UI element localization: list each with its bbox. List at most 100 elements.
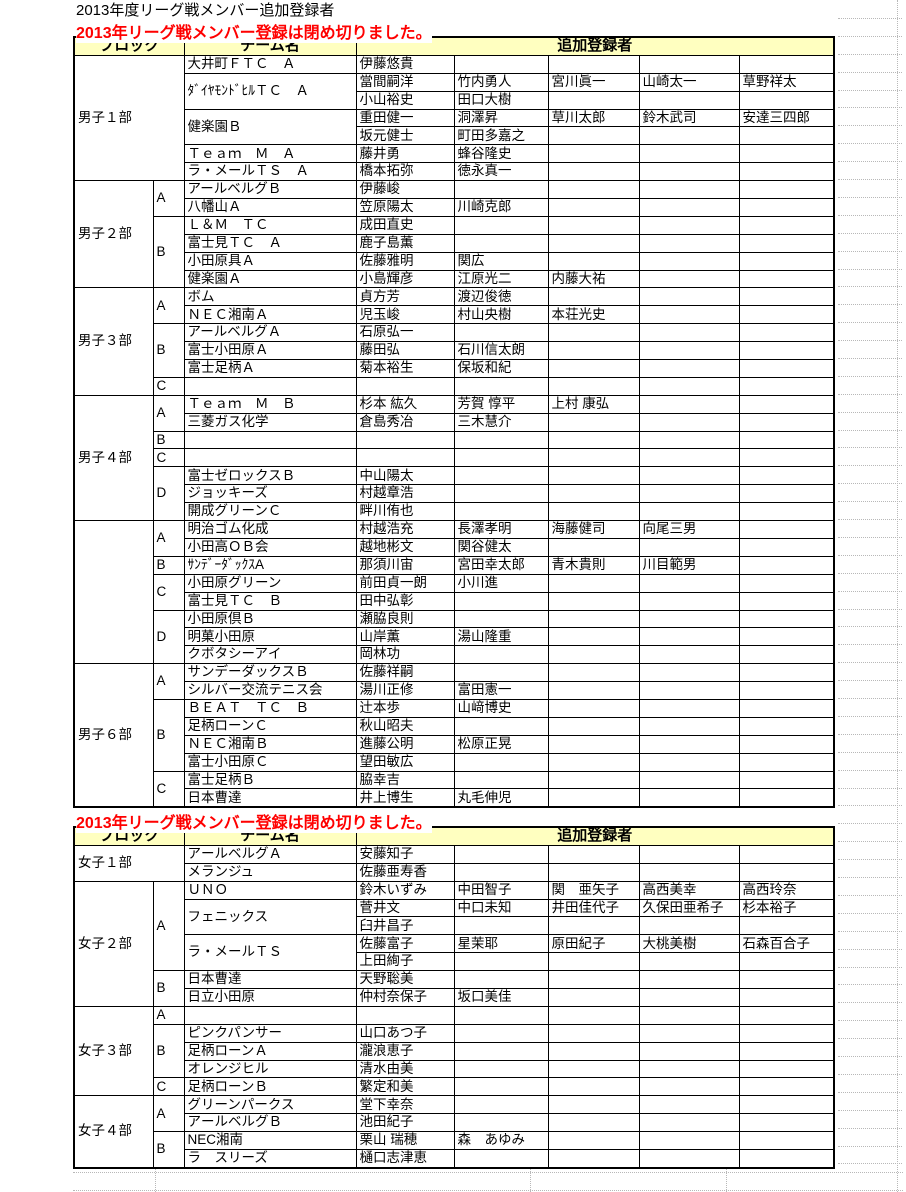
name-cell[interactable]: [453, 215, 549, 235]
name-cell[interactable]: [738, 412, 835, 432]
division-cell[interactable]: 男子６部: [73, 663, 154, 808]
block-letter-cell[interactable]: B: [152, 1131, 185, 1169]
name-cell[interactable]: 石森百合子: [738, 934, 835, 954]
name-cell[interactable]: [453, 752, 549, 772]
team-cell[interactable]: Ｔｅａｍ Ｍ Ｂ: [183, 394, 357, 414]
name-cell[interactable]: [547, 591, 640, 611]
team-cell[interactable]: ラ・メールＴＳ: [183, 934, 357, 972]
name-cell[interactable]: [547, 233, 640, 253]
name-cell[interactable]: [453, 952, 549, 972]
name-cell[interactable]: [638, 180, 740, 200]
name-cell[interactable]: [638, 970, 740, 990]
name-cell[interactable]: [638, 862, 740, 882]
name-cell[interactable]: [547, 180, 640, 200]
name-cell[interactable]: 伊藤悠貴: [355, 54, 455, 74]
name-cell[interactable]: [547, 844, 640, 864]
name-cell[interactable]: 伊藤峻: [355, 180, 455, 200]
block-letter-cell[interactable]: B: [152, 555, 185, 575]
name-cell[interactable]: [638, 269, 740, 289]
name-cell[interactable]: [738, 502, 835, 522]
team-cell[interactable]: [183, 448, 357, 468]
name-cell[interactable]: [738, 1077, 835, 1097]
name-cell[interactable]: 笠原陽太: [355, 198, 455, 217]
name-cell[interactable]: [738, 752, 835, 772]
column-header-registrants[interactable]: 追加登録者: [355, 826, 835, 846]
name-cell[interactable]: 高西玲奈: [738, 880, 835, 900]
name-cell[interactable]: [638, 466, 740, 486]
name-cell[interactable]: [638, 144, 740, 164]
name-cell[interactable]: 丸毛伸児: [453, 788, 549, 808]
block-letter-cell[interactable]: B: [152, 430, 185, 450]
name-cell[interactable]: [738, 269, 835, 289]
team-cell[interactable]: 小田原グリーン: [183, 573, 357, 593]
name-cell[interactable]: [453, 1005, 549, 1025]
team-cell[interactable]: 富士足柄Ｂ: [183, 770, 357, 790]
name-cell[interactable]: 江原光二: [453, 269, 549, 289]
team-cell[interactable]: 足柄ローンＢ: [183, 1077, 357, 1097]
name-cell[interactable]: 井田佳代子: [547, 898, 640, 918]
team-cell[interactable]: ジョッキーズ: [183, 484, 357, 504]
name-cell[interactable]: [738, 90, 835, 110]
team-cell[interactable]: 日本曹達: [183, 788, 357, 808]
team-cell[interactable]: アールベルグＢ: [183, 180, 357, 200]
name-cell[interactable]: 高西美幸: [638, 880, 740, 900]
name-cell[interactable]: [453, 770, 549, 790]
name-cell[interactable]: 村山央樹: [453, 305, 549, 325]
team-cell[interactable]: ラ スリーズ: [183, 1149, 357, 1169]
name-cell[interactable]: 石原弘一: [355, 323, 455, 343]
name-cell[interactable]: [638, 681, 740, 700]
name-cell[interactable]: 瀬脇良則: [355, 609, 455, 629]
name-cell[interactable]: 長澤孝明: [453, 520, 549, 539]
name-cell[interactable]: 関谷健太: [453, 537, 549, 557]
name-cell[interactable]: [547, 537, 640, 557]
name-cell[interactable]: [738, 233, 835, 253]
name-cell[interactable]: [547, 1041, 640, 1061]
name-cell[interactable]: [453, 54, 549, 74]
name-cell[interactable]: [638, 573, 740, 593]
name-cell[interactable]: [547, 988, 640, 1007]
name-cell[interactable]: [638, 698, 740, 718]
name-cell[interactable]: 辻本歩: [355, 698, 455, 718]
block-letter-cell[interactable]: A: [152, 1095, 185, 1133]
name-cell[interactable]: [453, 970, 549, 990]
name-cell[interactable]: [638, 1059, 740, 1079]
name-cell[interactable]: [547, 502, 640, 522]
block-letter-cell[interactable]: B: [152, 215, 185, 289]
name-cell[interactable]: [638, 1077, 740, 1097]
name-cell[interactable]: [547, 54, 640, 74]
name-cell[interactable]: 清水由美: [355, 1059, 455, 1079]
name-cell[interactable]: 久保田亜希子: [638, 898, 740, 918]
name-cell[interactable]: 松原正晃: [453, 734, 549, 754]
name-cell[interactable]: [738, 698, 835, 718]
name-cell[interactable]: 當間嗣洋: [355, 72, 455, 92]
name-cell[interactable]: 海藤健司: [547, 520, 640, 539]
name-cell[interactable]: [547, 770, 640, 790]
name-cell[interactable]: 本荘光史: [547, 305, 640, 325]
name-cell[interactable]: [453, 1077, 549, 1097]
name-cell[interactable]: 向尾三男: [638, 520, 740, 539]
name-cell[interactable]: 成田直史: [355, 215, 455, 235]
name-cell[interactable]: [738, 144, 835, 164]
name-cell[interactable]: 竹内勇人: [453, 72, 549, 92]
team-cell[interactable]: 小田高ＯＢ会: [183, 537, 357, 557]
name-cell[interactable]: [547, 752, 640, 772]
name-cell[interactable]: 田中弘彰: [355, 591, 455, 611]
team-cell[interactable]: 富士小田原Ａ: [183, 341, 357, 361]
name-cell[interactable]: [738, 198, 835, 217]
name-cell[interactable]: [453, 716, 549, 736]
name-cell[interactable]: [547, 215, 640, 235]
name-cell[interactable]: [453, 448, 549, 468]
team-cell[interactable]: NEC湘南: [183, 1131, 357, 1151]
name-cell[interactable]: 橋本拓弥: [355, 162, 455, 182]
name-cell[interactable]: [355, 376, 455, 396]
name-cell[interactable]: 山崎太一: [638, 72, 740, 92]
name-cell[interactable]: [638, 1023, 740, 1043]
team-cell[interactable]: 明治ゴム化成: [183, 520, 357, 539]
name-cell[interactable]: [547, 681, 640, 700]
name-cell[interactable]: 佐藤亜寿香: [355, 862, 455, 882]
name-cell[interactable]: 小山裕史: [355, 90, 455, 110]
name-cell[interactable]: 進藤公明: [355, 734, 455, 754]
block-letter-cell[interactable]: D: [152, 466, 185, 522]
name-cell[interactable]: [738, 162, 835, 182]
division-cell[interactable]: 女子３部: [73, 1005, 154, 1097]
